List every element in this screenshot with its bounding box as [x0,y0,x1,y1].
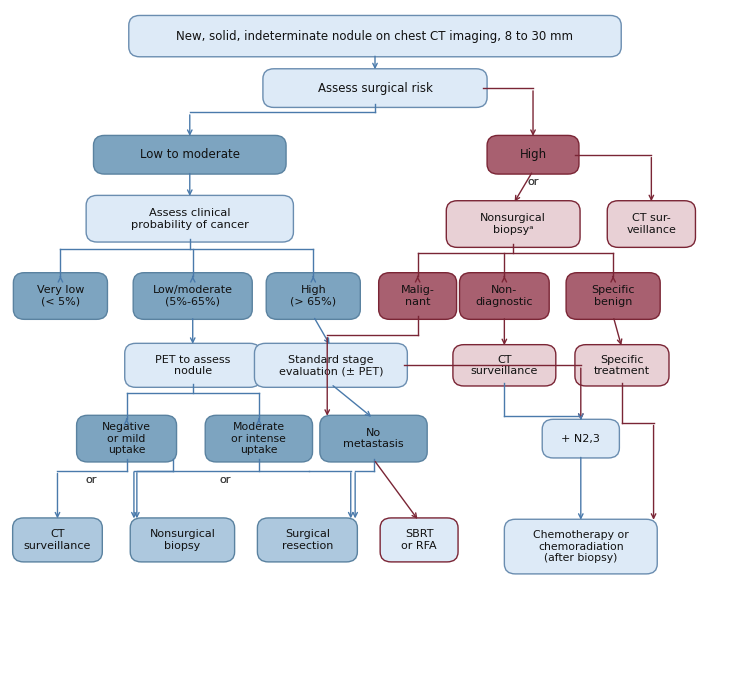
Text: Low/moderate
(5%-65%): Low/moderate (5%-65%) [153,285,232,307]
Text: or: or [527,177,538,187]
FancyBboxPatch shape [76,415,176,462]
Text: or: or [219,475,231,485]
Text: or: or [527,177,538,187]
FancyBboxPatch shape [575,345,669,386]
FancyBboxPatch shape [446,201,580,248]
Text: Assess surgical risk: Assess surgical risk [317,82,433,95]
Text: Malig-
nant: Malig- nant [400,285,434,307]
Text: Chemotherapy or
chemoradiation
(after biopsy): Chemotherapy or chemoradiation (after bi… [533,530,628,563]
Text: Specific
treatment: Specific treatment [594,354,650,376]
Text: High
(> 65%): High (> 65%) [290,285,336,307]
Text: High: High [520,148,547,161]
Text: Nonsurgical
biopsyᵃ: Nonsurgical biopsyᵃ [480,214,546,235]
FancyBboxPatch shape [460,273,549,320]
Text: CT
surveillance: CT surveillance [24,529,92,551]
FancyBboxPatch shape [504,520,657,574]
FancyBboxPatch shape [86,195,293,242]
FancyBboxPatch shape [263,69,487,107]
FancyBboxPatch shape [13,273,107,320]
FancyBboxPatch shape [453,345,556,386]
FancyBboxPatch shape [257,518,357,562]
Text: Assess clinical
probability of cancer: Assess clinical probability of cancer [130,208,249,230]
Text: Nonsurgical
biopsy: Nonsurgical biopsy [149,529,215,551]
Text: or: or [86,475,97,485]
Text: or: or [86,475,97,485]
FancyBboxPatch shape [94,135,286,174]
FancyBboxPatch shape [124,343,261,388]
FancyBboxPatch shape [254,343,407,388]
Text: Specific
benign: Specific benign [592,285,635,307]
Text: Moderate
or intense
uptake: Moderate or intense uptake [232,422,286,455]
Text: Very low
(< 5%): Very low (< 5%) [37,285,84,307]
FancyBboxPatch shape [380,518,458,562]
Text: Standard stage
evaluation (± PET): Standard stage evaluation (± PET) [279,354,383,376]
Text: or: or [219,475,231,485]
FancyBboxPatch shape [542,420,620,458]
Text: Non-
diagnostic: Non- diagnostic [476,285,533,307]
FancyBboxPatch shape [379,273,457,320]
Text: SBRT
or RFA: SBRT or RFA [401,529,437,551]
FancyBboxPatch shape [566,273,660,320]
FancyBboxPatch shape [487,135,579,174]
Text: Surgical
resection: Surgical resection [282,529,333,551]
Text: Low to moderate: Low to moderate [140,148,240,161]
Text: PET to assess
nodule: PET to assess nodule [155,354,230,376]
FancyBboxPatch shape [608,201,695,248]
Text: + N2,3: + N2,3 [561,434,600,443]
Text: New, solid, indeterminate nodule on chest CT imaging, 8 to 30 mm: New, solid, indeterminate nodule on ches… [176,30,574,43]
FancyBboxPatch shape [129,16,621,57]
FancyBboxPatch shape [206,415,313,462]
FancyBboxPatch shape [130,518,235,562]
FancyBboxPatch shape [320,415,428,462]
FancyBboxPatch shape [13,518,102,562]
Text: CT
surveillance: CT surveillance [471,354,538,376]
Text: Negative
or mild
uptake: Negative or mild uptake [102,422,151,455]
Text: CT sur-
veillance: CT sur- veillance [626,214,676,235]
FancyBboxPatch shape [134,273,252,320]
Text: No
metastasis: No metastasis [344,428,404,449]
FancyBboxPatch shape [266,273,360,320]
